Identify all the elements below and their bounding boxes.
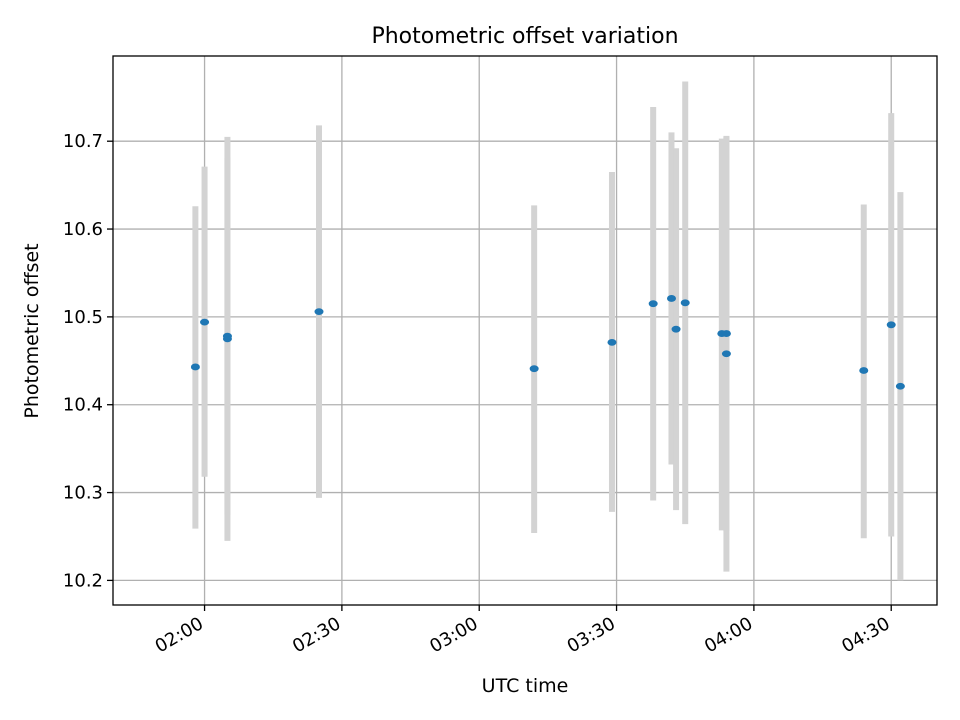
data-point: [666, 295, 676, 302]
data-point: [529, 365, 539, 373]
data-point: [895, 382, 905, 390]
y-tick-label: 10.3: [63, 483, 103, 504]
plot-frame: [112, 55, 938, 606]
data-point: [314, 308, 324, 316]
data-point: [886, 321, 896, 329]
y-tick-label: 10.4: [63, 395, 103, 416]
data-point: [190, 363, 200, 371]
x-axis-label: UTC time: [482, 675, 569, 697]
y-tick-label: 10.2: [63, 570, 103, 591]
data-point: [648, 300, 658, 308]
data-point: [200, 318, 210, 326]
y-tick-label: 10.6: [63, 219, 103, 240]
chart-title: Photometric offset variation: [371, 24, 678, 49]
y-tick-label: 10.7: [63, 131, 103, 152]
y-tick-label: 10.5: [63, 307, 103, 328]
data-point: [721, 330, 731, 337]
data-point: [680, 299, 690, 307]
data-point: [859, 367, 869, 374]
data-points: [190, 295, 905, 390]
data-point: [721, 350, 731, 358]
data-point: [222, 332, 232, 340]
data-point: [607, 338, 617, 346]
y-axis-label: Photometric offset: [21, 243, 43, 418]
data-point: [671, 325, 681, 333]
